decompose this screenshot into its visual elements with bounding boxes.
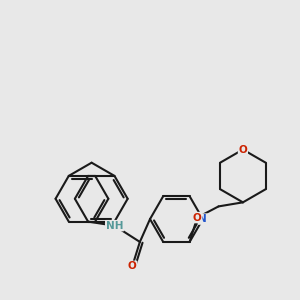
Text: NH: NH (106, 221, 123, 231)
Text: O: O (128, 261, 136, 271)
Text: O: O (193, 213, 202, 223)
Text: N: N (198, 214, 207, 224)
Text: O: O (238, 145, 247, 154)
